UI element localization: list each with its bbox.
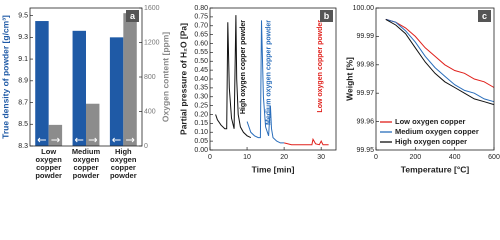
panel-label: c xyxy=(482,11,487,21)
arrow-icon xyxy=(51,137,60,143)
arrow-icon xyxy=(112,137,121,143)
y-tick-label: 0.20 xyxy=(194,111,208,118)
x-axis-label: Temperature [°C] xyxy=(401,164,470,174)
legend-label: High oxygen copper xyxy=(395,137,467,146)
series-annotation: Low oxygen copper powder xyxy=(317,20,324,113)
y-tick-label: 8.9 xyxy=(18,78,28,85)
y-tick-label: 0.55 xyxy=(194,49,208,56)
y-tick-label: 0.45 xyxy=(194,67,208,74)
arrow-icon xyxy=(74,137,84,143)
y-tick-label: 9.3 xyxy=(18,34,28,41)
bar xyxy=(35,21,49,147)
y-tick-label: 0.60 xyxy=(194,40,208,47)
x-tick-label: Medium oxygen copper powder xyxy=(71,148,101,180)
y-tick-label: 0.50 xyxy=(194,58,208,65)
panel-label-box xyxy=(126,10,139,22)
data-line xyxy=(385,18,495,88)
legend-label: Low oxygen copper xyxy=(395,117,466,126)
data-line xyxy=(385,18,495,103)
y-tick-label: 1600 xyxy=(144,5,160,12)
data-line xyxy=(215,15,252,139)
y-axis-label: True density of powder [g/cm³] xyxy=(0,15,10,139)
y-tick-label: 99.99 xyxy=(356,33,374,40)
y-tick-label: 0.70 xyxy=(194,23,208,30)
x-tick-label: 0 xyxy=(374,154,378,161)
y-axis-label: Weight [%] xyxy=(344,57,354,101)
y-tick-label: 0.10 xyxy=(194,129,208,136)
y-tick-label: 0.75 xyxy=(194,14,208,21)
y-tick-label: 0.40 xyxy=(194,76,208,83)
arrow-icon xyxy=(88,137,98,143)
y-tick-label: 400 xyxy=(144,108,156,115)
panel-label: a xyxy=(130,11,136,21)
panel-label-box xyxy=(478,10,491,22)
data-line xyxy=(283,137,329,146)
arrow-icon xyxy=(37,137,46,143)
page: Low oxygen copper powder Medium oxygen co… xyxy=(0,4,500,180)
x-tick-label-box: Low oxygen copper powder xyxy=(35,148,62,180)
y-tick-label: 99.95 xyxy=(356,147,374,154)
x-tick-label: 10 xyxy=(243,154,251,161)
y-tick-label: 0.15 xyxy=(194,120,208,127)
y-tick-label: 8.7 xyxy=(18,99,28,106)
plot-frame xyxy=(375,7,495,151)
data-line xyxy=(246,20,285,144)
y-tick-label: 9.5 xyxy=(18,12,28,19)
y-tick-label: 0.05 xyxy=(194,138,208,145)
y-tick-label: 9.1 xyxy=(18,56,28,63)
bar xyxy=(109,37,124,147)
y-tick-label: 800 xyxy=(144,74,156,81)
y-tick-label: 99.97 xyxy=(356,90,374,97)
y-tick-label: 0.25 xyxy=(194,102,208,109)
y2-axis-label: Oxygen content [ppm] xyxy=(160,32,170,122)
y-tick-label: 0.35 xyxy=(194,85,208,92)
series-annotation: Medium oxygen copper powder xyxy=(265,20,272,125)
y-tick-label: 8.3 xyxy=(18,143,28,150)
bar xyxy=(123,13,137,146)
y-tick-label: 0 xyxy=(144,143,148,150)
y-tick-label: 0.65 xyxy=(194,31,208,38)
y-tick-label: 99.98 xyxy=(356,62,374,69)
bar xyxy=(48,124,63,146)
y-tick-label: 0.80 xyxy=(194,5,208,12)
y-axis-label: Partial pressure of H₂O [Pa] xyxy=(178,23,188,135)
y-tick-label: 0.30 xyxy=(194,94,208,101)
x-tick-label: 200 xyxy=(409,154,421,161)
data-line xyxy=(385,18,495,106)
panel-label: b xyxy=(324,11,330,21)
bar xyxy=(72,30,86,147)
x-tick-label: 20 xyxy=(280,154,288,161)
panel-label-box xyxy=(320,10,333,22)
x-tick-label: 600 xyxy=(488,154,500,161)
figure: Low oxygen copper powder Medium oxygen co… xyxy=(0,5,500,180)
y-tick-label: 99.96 xyxy=(356,118,374,125)
x-tick-label: 0 xyxy=(208,154,212,161)
y-tick-label: 8.5 xyxy=(18,121,28,128)
arrow-icon xyxy=(126,137,135,143)
y-tick-label: 0.00 xyxy=(194,147,208,154)
x-tick-label-box: High oxygen copper powder xyxy=(109,148,137,180)
legend-label: Medium oxygen copper xyxy=(395,127,479,136)
bar xyxy=(86,103,100,146)
x-tick-label: Low oxygen copper powder xyxy=(35,148,62,180)
y-tick-label: 1200 xyxy=(144,39,160,46)
x-tick-label: 400 xyxy=(449,154,461,161)
x-tick-label: High oxygen copper powder xyxy=(109,148,137,180)
x-axis-label: Time [min] xyxy=(252,164,295,174)
y-tick-label: 100.00 xyxy=(353,5,375,12)
series-annotation: High oxygen copper powder xyxy=(240,20,247,114)
x-tick-label: 30 xyxy=(317,154,325,161)
x-tick-label-box: Medium oxygen copper powder xyxy=(71,148,101,180)
